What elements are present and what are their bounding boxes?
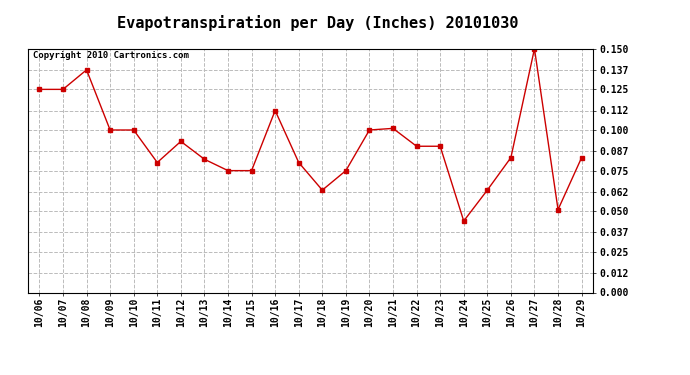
Text: Evapotranspiration per Day (Inches) 20101030: Evapotranspiration per Day (Inches) 2010… xyxy=(117,15,518,31)
Text: Copyright 2010 Cartronics.com: Copyright 2010 Cartronics.com xyxy=(33,51,189,60)
